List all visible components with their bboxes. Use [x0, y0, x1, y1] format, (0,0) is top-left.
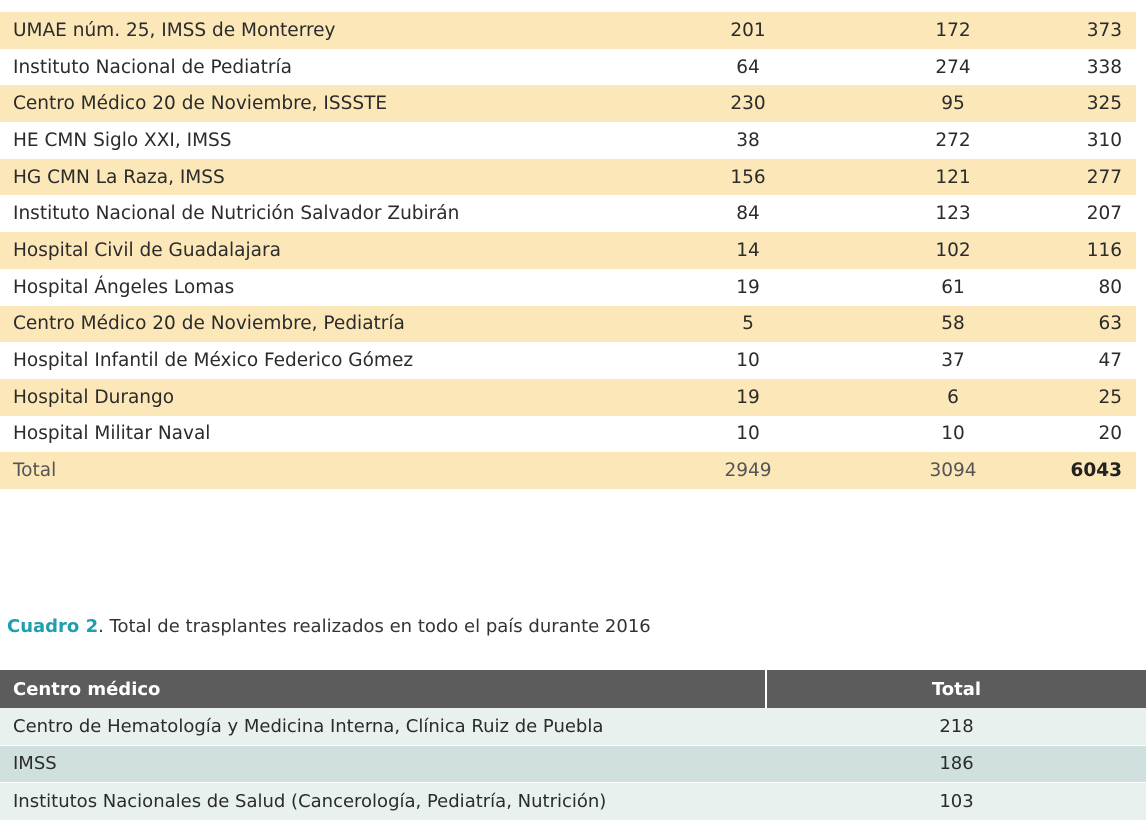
table-row: Hospital Militar Naval 10 10 20: [0, 415, 1136, 453]
header-total: Total: [931, 678, 982, 700]
table-row: IMSS 186: [0, 745, 1146, 783]
value-b: 6: [947, 386, 959, 408]
value-a: 201: [730, 19, 766, 41]
value-a: 156: [730, 166, 766, 188]
center-name: Institutos Nacionales de Salud (Cancerol…: [13, 790, 607, 812]
value-b: 10: [941, 423, 965, 445]
table-row: HG CMN La Raza, IMSS 156 121 277: [0, 158, 1136, 196]
hospital-name: Instituto Nacional de Pediatría: [13, 56, 292, 78]
header-centro-medico: Centro médico: [13, 678, 161, 700]
value-a: 10: [736, 350, 760, 372]
table-total-row: Total 2949 3094 6043: [0, 452, 1136, 489]
value-total: 80: [1098, 276, 1122, 298]
table-row: Institutos Nacionales de Salud (Cancerol…: [0, 783, 1146, 821]
table-row: HE CMN Siglo XXI, IMSS 38 272 310: [0, 122, 1136, 159]
value-total: 63: [1098, 313, 1122, 335]
value-a: 84: [736, 203, 760, 225]
table-2: Centro médico Total Centro de Hematologí…: [0, 670, 1146, 821]
value-total: 25: [1098, 386, 1122, 408]
hospital-name: Instituto Nacional de Nutrición Salvador…: [13, 203, 460, 225]
hospital-name: Hospital Ángeles Lomas: [13, 276, 235, 298]
value-a: 14: [736, 239, 760, 261]
value-b: 123: [935, 203, 971, 225]
center-name: Centro de Hematología y Medicina Interna…: [13, 715, 604, 737]
hospital-name: Hospital Infantil de México Federico Góm…: [13, 350, 414, 372]
value-b: 172: [935, 19, 971, 41]
grand-total: 6043: [1070, 460, 1123, 482]
center-total: 103: [939, 790, 974, 812]
value-b: 58: [941, 313, 965, 335]
value-a: 230: [730, 93, 766, 115]
value-b: 37: [941, 350, 965, 372]
value-b: 121: [935, 166, 971, 188]
value-total: 207: [1086, 203, 1122, 225]
table-row: Instituto Nacional de Pediatría 64 274 3…: [0, 48, 1136, 86]
hospital-name: Centro Médico 20 de Noviembre, Pediatría: [13, 313, 405, 335]
value-b: 95: [941, 93, 965, 115]
value-total: 325: [1086, 93, 1122, 115]
value-total: 338: [1086, 56, 1122, 78]
value-a: 19: [736, 386, 760, 408]
table-row: Centro Médico 20 de Noviembre, ISSSTE 23…: [0, 85, 1136, 123]
total-a: 2949: [724, 460, 772, 482]
value-b: 102: [935, 239, 971, 261]
caption-text: . Total de trasplantes realizados en tod…: [98, 616, 651, 637]
value-total: 116: [1086, 239, 1122, 261]
header-divider: [765, 670, 767, 708]
table-row: UMAE núm. 25, IMSS de Monterrey 201 172 …: [0, 12, 1136, 49]
caption-label: Cuadro 2: [7, 616, 99, 637]
value-a: 64: [736, 56, 760, 78]
total-b: 3094: [929, 460, 977, 482]
value-total: 277: [1086, 166, 1122, 188]
value-a: 10: [736, 423, 760, 445]
table-2-caption: Cuadro 2. Total de trasplantes realizado…: [7, 616, 651, 637]
table-1: UMAE núm. 25, IMSS de Monterrey 201 172 …: [0, 12, 1136, 489]
value-b: 274: [935, 56, 971, 78]
value-a: 5: [742, 313, 754, 335]
hospital-name: Hospital Militar Naval: [13, 423, 211, 445]
value-a: 19: [736, 276, 760, 298]
center-total: 186: [939, 753, 974, 775]
table-row: Hospital Ángeles Lomas 19 61 80: [0, 268, 1136, 306]
center-total: 218: [939, 715, 974, 737]
value-b: 272: [935, 129, 971, 151]
value-total: 20: [1098, 423, 1122, 445]
hospital-name: HE CMN Siglo XXI, IMSS: [13, 129, 232, 151]
value-total: 47: [1098, 350, 1122, 372]
table-row: Hospital Durango 19 6 25: [0, 378, 1136, 416]
value-a: 38: [736, 129, 760, 151]
hospital-name: UMAE núm. 25, IMSS de Monterrey: [13, 19, 336, 41]
table-header: Centro médico Total: [0, 670, 1146, 708]
table-row: Hospital Civil de Guadalajara 14 102 116: [0, 232, 1136, 269]
value-total: 373: [1086, 19, 1122, 41]
value-b: 61: [941, 276, 965, 298]
table-row: Centro Médico 20 de Noviembre, Pediatría…: [0, 305, 1136, 343]
center-name: IMSS: [13, 753, 57, 775]
table-row: Centro de Hematología y Medicina Interna…: [0, 708, 1146, 746]
table-row: Instituto Nacional de Nutrición Salvador…: [0, 195, 1136, 233]
hospital-name: Hospital Durango: [13, 386, 175, 408]
value-total: 310: [1086, 129, 1122, 151]
hospital-name: HG CMN La Raza, IMSS: [13, 166, 225, 188]
hospital-name: Centro Médico 20 de Noviembre, ISSSTE: [13, 93, 388, 115]
hospital-name: Hospital Civil de Guadalajara: [13, 239, 281, 261]
total-label: Total: [13, 460, 57, 482]
table-row: Hospital Infantil de México Federico Góm…: [0, 342, 1136, 379]
